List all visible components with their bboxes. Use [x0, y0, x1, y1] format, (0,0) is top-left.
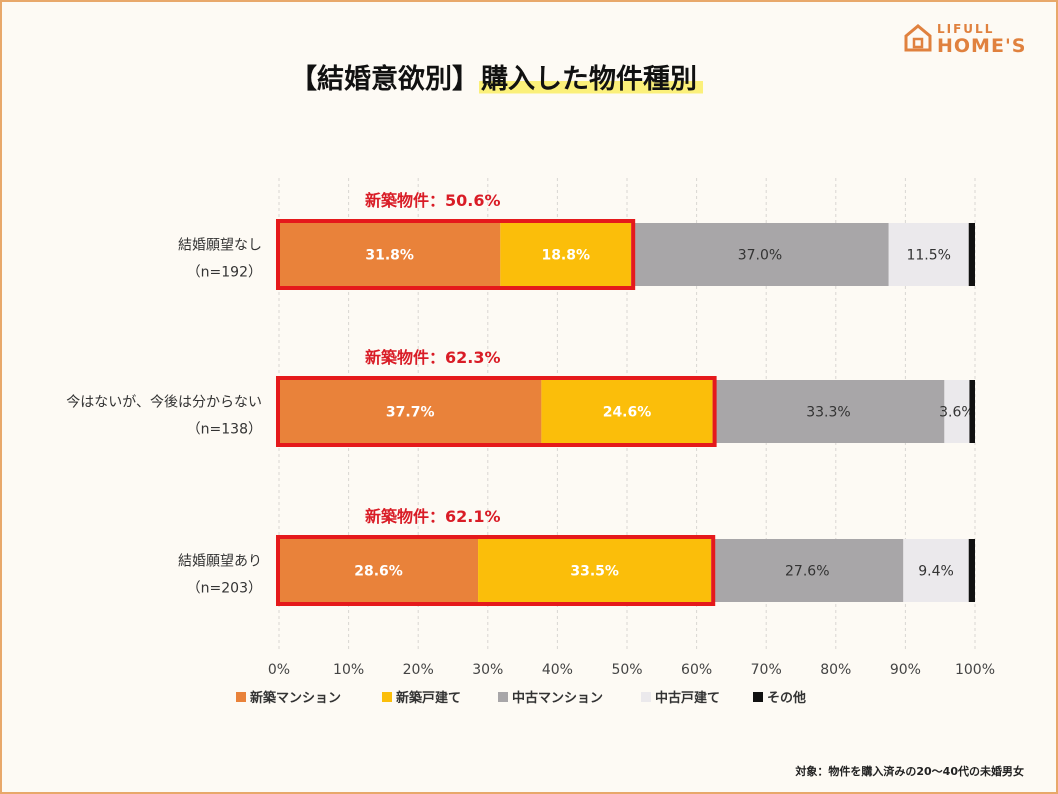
data-label: 11.5% — [906, 248, 950, 264]
x-tick-label: 0% — [268, 662, 290, 678]
bar-segment — [478, 539, 712, 602]
category-label: 結婚願望なし — [178, 238, 262, 254]
bar-segment — [631, 223, 889, 286]
bar-segment — [903, 539, 969, 602]
legend-swatch — [753, 692, 763, 702]
data-label: 37.0% — [738, 248, 782, 264]
x-tick-label: 90% — [890, 662, 921, 678]
bar-segment — [712, 380, 945, 443]
legend-label: その他 — [767, 690, 806, 706]
house-icon — [904, 24, 932, 52]
legend-label: 中古マンション — [512, 690, 603, 706]
legend-label: 中古戸建て — [655, 690, 720, 706]
data-label: 9.4% — [918, 564, 954, 580]
category-sample-size: （n=138） — [187, 422, 262, 438]
new-build-highlight-box — [276, 376, 717, 447]
footnote: 対象：物件を購入済みの20〜40代の未婚男女 — [795, 765, 1024, 778]
data-label: 28.6% — [354, 564, 403, 580]
data-label: 18.8% — [541, 248, 590, 264]
bar-segment — [541, 380, 713, 443]
data-label: 33.3% — [806, 405, 850, 421]
bar-segment — [711, 539, 904, 602]
brand-logo: LIFULL HOME'S — [903, 22, 1043, 57]
x-tick-label: 60% — [681, 662, 712, 678]
x-tick-label: 50% — [611, 662, 642, 678]
new-build-annotation: 新築物件：62.3% — [365, 348, 501, 367]
bar-segment — [279, 223, 501, 286]
data-label: 27.6% — [785, 564, 829, 580]
category-sample-size: （n=203） — [187, 581, 262, 597]
bar-segment — [888, 223, 969, 286]
bar-segment — [500, 223, 632, 286]
bar-segment — [968, 539, 975, 602]
chart-title: 【結婚意欲別】購入した物件種別 — [290, 57, 703, 96]
legend-label: 新築戸建て — [396, 690, 461, 706]
bar-segment — [969, 380, 975, 443]
data-label: 24.6% — [603, 405, 652, 421]
x-tick-label: 70% — [751, 662, 782, 678]
category-label: 結婚願望あり — [178, 554, 262, 570]
x-tick-label: 10% — [333, 662, 364, 678]
x-tick-label: 80% — [820, 662, 851, 678]
logo-text-bottom: HOME'S — [937, 35, 1027, 57]
bar-segment — [279, 380, 542, 443]
new-build-highlight-box — [276, 219, 636, 290]
data-label: 37.7% — [386, 405, 435, 421]
bar-segment — [279, 539, 479, 602]
x-tick-label: 20% — [403, 662, 434, 678]
data-label: 31.8% — [365, 248, 414, 264]
legend-label: 新築マンション — [250, 690, 341, 706]
legend-swatch — [498, 692, 508, 702]
chart-title-highlight: 購入した物件種別 — [479, 64, 703, 95]
x-tick-label: 40% — [542, 662, 573, 678]
bar-segment — [968, 223, 975, 286]
bar-segment — [944, 380, 970, 443]
chart-title-prefix: 【結婚意欲別】 — [290, 64, 479, 95]
category-label: 今はないが、今後は分からない — [66, 395, 262, 411]
data-label: 33.5% — [570, 564, 619, 580]
data-label: 3.6% — [939, 405, 975, 421]
x-tick-label: 100% — [955, 662, 995, 678]
logo-text-top: LIFULL — [937, 22, 995, 36]
legend-swatch — [236, 692, 246, 702]
legend-swatch — [382, 692, 392, 702]
new-build-annotation: 新築物件：62.1% — [365, 507, 501, 526]
new-build-annotation: 新築物件：50.6% — [365, 191, 501, 210]
x-tick-label: 30% — [472, 662, 503, 678]
category-sample-size: （n=192） — [187, 265, 262, 281]
new-build-highlight-box — [276, 535, 716, 606]
legend-swatch — [641, 692, 651, 702]
